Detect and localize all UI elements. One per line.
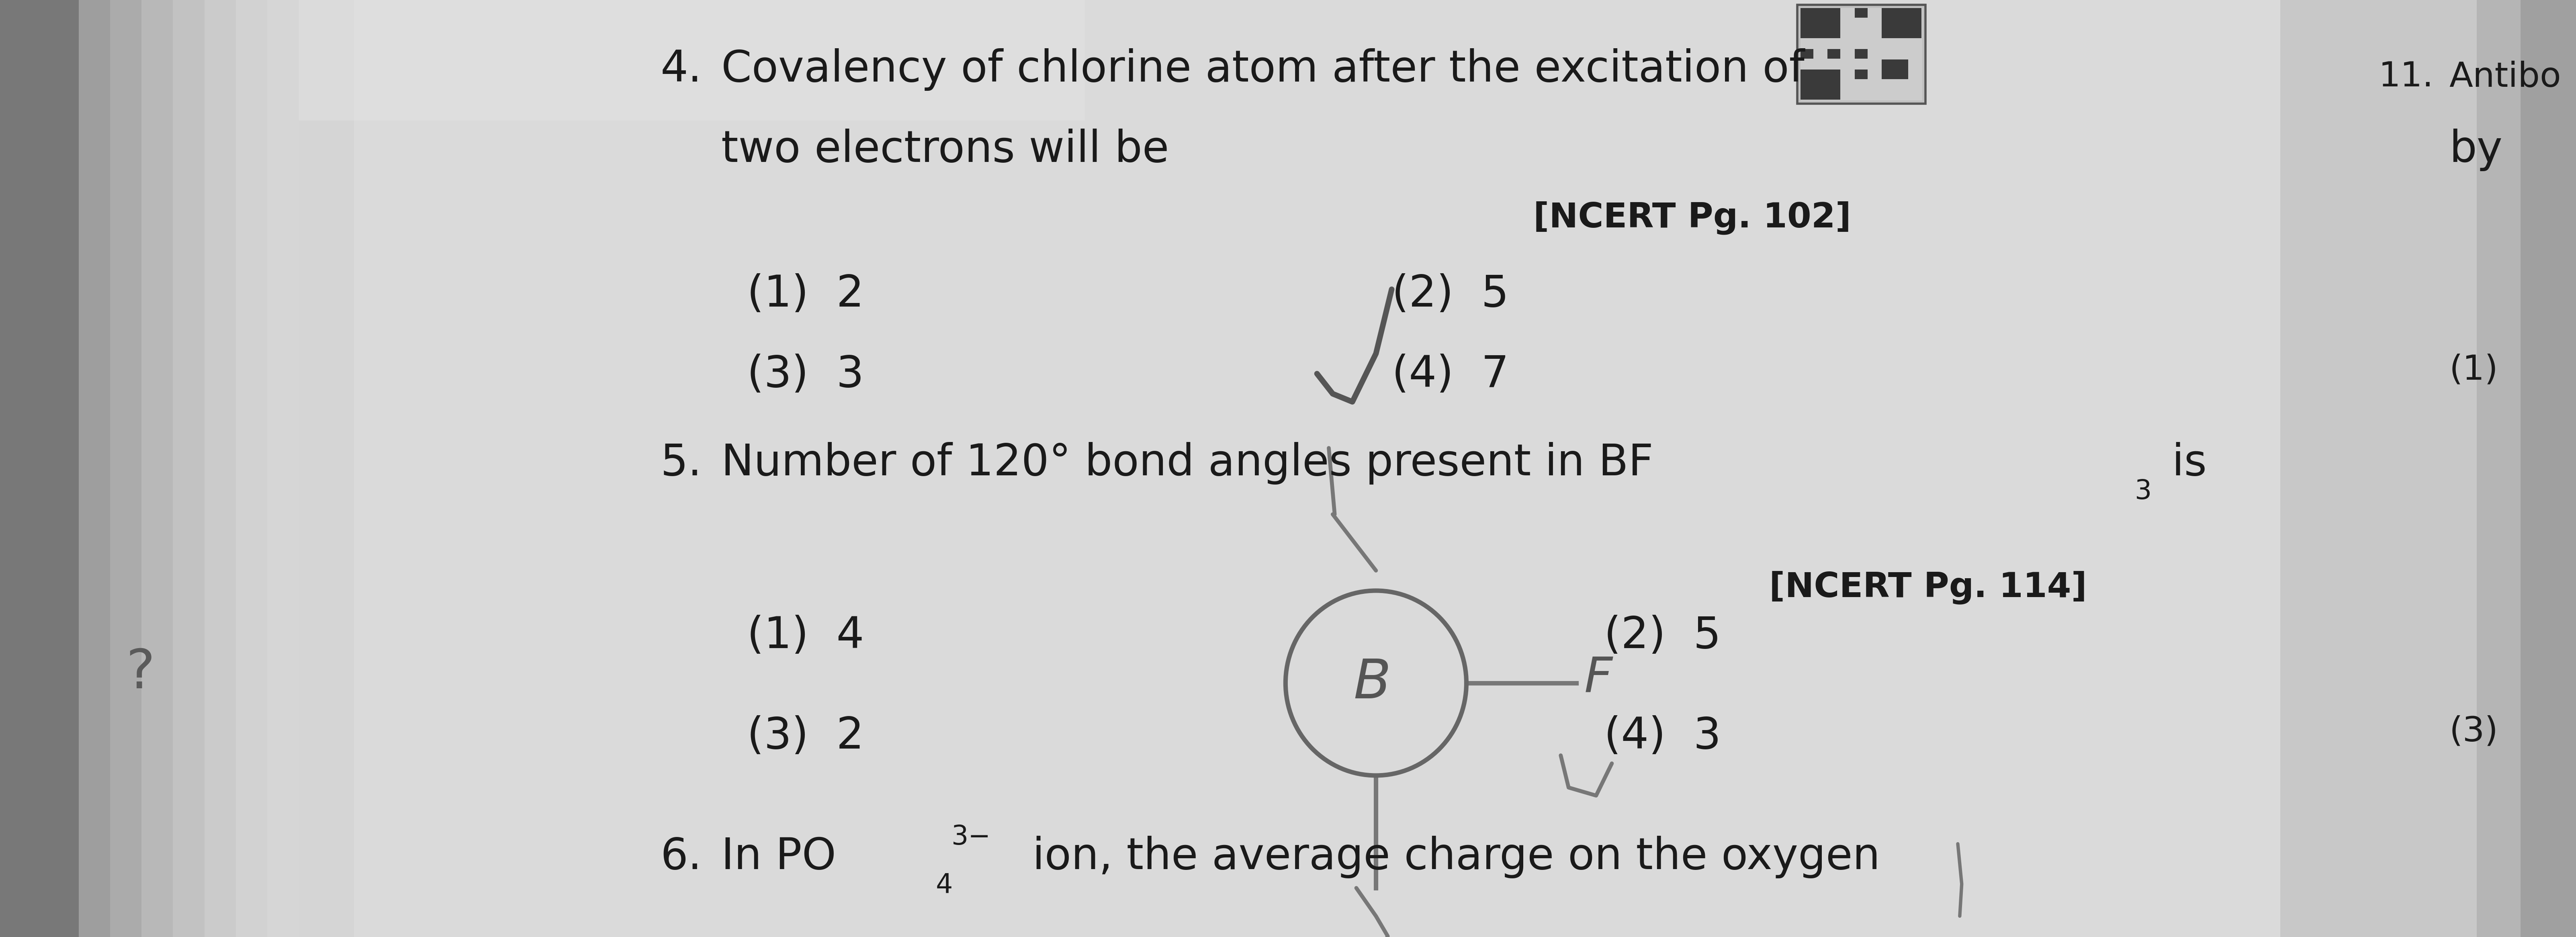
Text: (3)  3: (3) 3 — [747, 353, 863, 396]
Bar — [142, 0, 173, 937]
Text: Antibo: Antibo — [2450, 60, 2561, 94]
Text: 3−: 3− — [951, 824, 992, 850]
Text: Covalency of chlorine atom after the excitation of: Covalency of chlorine atom after the exc… — [721, 48, 1806, 91]
Bar — [1855, 69, 1868, 79]
Bar — [1883, 8, 1922, 38]
Text: (4)  3: (4) 3 — [1605, 715, 1721, 758]
Text: by: by — [2450, 128, 2504, 171]
Text: (1)  4: (1) 4 — [747, 615, 863, 658]
Text: In PO: In PO — [721, 836, 837, 878]
Bar — [353, 0, 2280, 937]
Text: 4: 4 — [935, 872, 953, 899]
Bar — [1855, 8, 1868, 18]
Text: 4.: 4. — [659, 48, 703, 91]
Bar — [1883, 59, 1909, 79]
Bar — [1801, 69, 1839, 99]
Text: F: F — [1584, 655, 1613, 702]
Bar — [299, 0, 1084, 121]
Bar — [1801, 49, 1814, 59]
Text: ?: ? — [126, 647, 155, 700]
Bar — [1826, 49, 1839, 59]
Bar — [1801, 8, 1839, 38]
Text: Number of 120° bond angles present in BF: Number of 120° bond angles present in BF — [721, 442, 1654, 484]
Bar — [299, 0, 2519, 937]
Text: (4)  7: (4) 7 — [1391, 353, 1510, 396]
Text: (3): (3) — [2450, 715, 2499, 749]
Bar — [80, 0, 111, 937]
Text: [NCERT Pg. 102]: [NCERT Pg. 102] — [1533, 201, 1852, 234]
Bar — [268, 0, 299, 937]
Text: (2)  5: (2) 5 — [1391, 274, 1510, 316]
Text: 6.: 6. — [659, 836, 703, 878]
Bar — [2476, 0, 2519, 937]
Text: two electrons will be: two electrons will be — [721, 128, 1170, 171]
Text: is: is — [2159, 442, 2208, 484]
Bar — [237, 0, 268, 937]
Text: (3)  2: (3) 2 — [747, 715, 863, 758]
Text: (1)  2: (1) 2 — [747, 274, 863, 316]
Bar — [111, 0, 142, 937]
Bar — [1801, 8, 1922, 100]
Bar — [204, 0, 237, 937]
Text: (2)  5: (2) 5 — [1605, 615, 1721, 658]
Bar — [0, 0, 80, 937]
FancyBboxPatch shape — [1798, 5, 1924, 104]
Text: (1): (1) — [2450, 353, 2499, 387]
Text: 3: 3 — [2136, 478, 2151, 505]
Text: B: B — [1352, 657, 1391, 709]
Text: 11.: 11. — [2378, 60, 2434, 94]
Bar — [1855, 49, 1868, 59]
Text: 5.: 5. — [659, 442, 703, 484]
Bar — [173, 0, 204, 937]
Text: [NCERT Pg. 114]: [NCERT Pg. 114] — [1770, 571, 2087, 604]
Text: ion, the average charge on the oxygen: ion, the average charge on the oxygen — [992, 836, 1880, 878]
Bar — [2280, 0, 2519, 937]
